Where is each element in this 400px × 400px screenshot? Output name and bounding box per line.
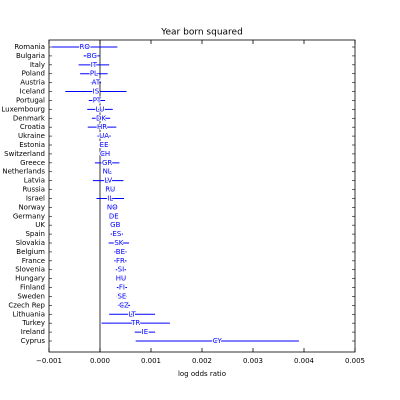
- point-label: BE: [116, 248, 125, 256]
- point-label: TR: [130, 319, 140, 327]
- point-label: ES: [112, 230, 121, 238]
- point-label: CY: [213, 337, 223, 345]
- y-tick-label: Slovakia: [16, 239, 45, 247]
- point-label: DK: [96, 114, 106, 122]
- point-label: IL: [107, 194, 113, 202]
- y-tick-label: Turkey: [21, 319, 45, 327]
- y-tick-label: Poland: [22, 70, 45, 78]
- y-tick-label: Latvia: [24, 177, 45, 185]
- point-label: GR: [102, 159, 112, 167]
- y-tick-label: Ukraine: [18, 132, 45, 140]
- y-tick-label: Romania: [14, 43, 45, 51]
- y-tick-label: Iceland: [20, 88, 45, 96]
- y-tick-label: Norway: [18, 203, 45, 211]
- x-tick-label: 0.000: [90, 357, 110, 365]
- y-tick-label: Croatia: [20, 123, 45, 131]
- x-tick-label: 0.002: [192, 357, 212, 365]
- y-tick-label: Cyprus: [21, 337, 46, 345]
- x-tick-label: −0.001: [36, 357, 62, 365]
- point-label: RU: [105, 186, 115, 194]
- point-label: CH: [100, 150, 110, 158]
- y-tick-label: Luxembourg: [1, 105, 45, 113]
- y-tick-label: Hungary: [15, 275, 45, 283]
- point-label: SI: [118, 266, 125, 274]
- y-tick-label: Denmark: [13, 114, 46, 122]
- x-tick-label: 0.004: [294, 357, 315, 365]
- x-tick-label: 0.005: [345, 357, 365, 365]
- point-label: CZ: [119, 301, 129, 309]
- point-label: EE: [100, 141, 109, 149]
- y-tick-label: Spain: [25, 230, 45, 238]
- point-label: IT: [91, 61, 98, 69]
- point-label: PT: [93, 96, 102, 104]
- y-tick-label: Netherlands: [2, 168, 45, 176]
- point-label: HU: [116, 275, 126, 283]
- chart-title: Year born squared: [160, 28, 243, 38]
- y-tick-label: Switzerland: [4, 150, 45, 158]
- point-label: HR: [97, 123, 107, 131]
- point-label: IE: [142, 328, 149, 336]
- y-tick-label: Lithuania: [13, 310, 45, 318]
- point-label: SK: [114, 239, 123, 247]
- y-tick-label: Israel: [26, 194, 45, 202]
- x-tick-label: 0.003: [243, 357, 263, 365]
- point-label: DE: [109, 212, 119, 220]
- point-label: UA: [99, 132, 109, 140]
- y-tick-label: Sweden: [17, 292, 45, 300]
- y-tick-label: Portugal: [16, 96, 45, 104]
- point-label: LV: [104, 177, 112, 185]
- y-tick-label: Germany: [13, 212, 45, 220]
- point-label: LU: [96, 105, 105, 113]
- y-tick-label: Bulgaria: [16, 52, 45, 60]
- y-tick-label: Ireland: [21, 328, 45, 336]
- point-label: BG: [87, 52, 97, 60]
- point-label: RO: [80, 43, 91, 51]
- point-label: NL: [103, 168, 112, 176]
- point-label: IS: [93, 88, 100, 96]
- point-label: PL: [90, 70, 98, 78]
- y-tick-label: Finland: [20, 284, 45, 292]
- point-label: FR: [116, 257, 125, 265]
- y-tick-label: Russia: [22, 186, 45, 194]
- point-label: LT: [129, 310, 137, 318]
- y-tick-label: Belgium: [16, 248, 45, 256]
- y-tick-label: France: [22, 257, 45, 265]
- y-tick-label: Greece: [20, 159, 45, 167]
- point-label: AT: [92, 79, 101, 87]
- y-tick-label: Czech Rep: [8, 301, 45, 309]
- x-axis-label: log odds ratio: [178, 370, 226, 378]
- point-label: GB: [110, 221, 120, 229]
- y-tick-label: Slovenia: [15, 266, 45, 274]
- y-tick-label: Austria: [20, 79, 45, 87]
- point-label: SE: [117, 292, 126, 300]
- y-tick-label: Estonia: [19, 141, 45, 149]
- y-tick-label: UK: [35, 221, 45, 229]
- point-label: FI: [119, 284, 125, 292]
- y-tick-label: Italy: [30, 61, 45, 69]
- point-label: NO: [107, 203, 118, 211]
- x-tick-label: 0.001: [141, 357, 161, 365]
